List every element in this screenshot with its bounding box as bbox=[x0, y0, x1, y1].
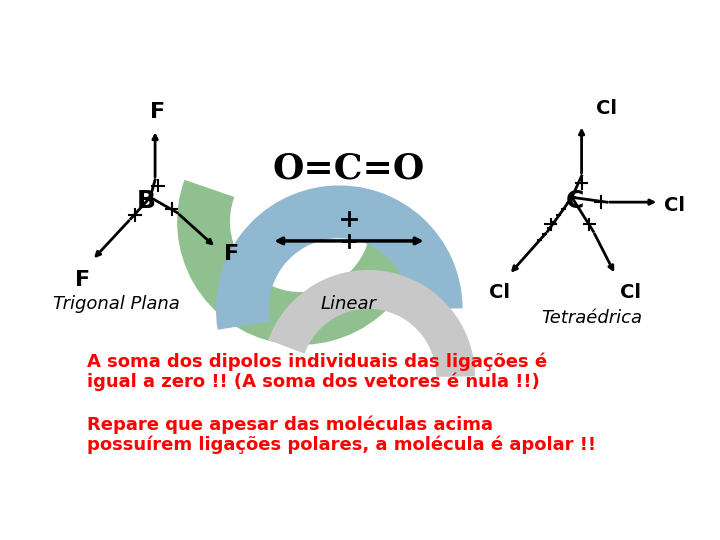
Text: Cl: Cl bbox=[489, 282, 510, 302]
Text: F: F bbox=[75, 270, 90, 290]
Text: Cl: Cl bbox=[621, 282, 642, 302]
Text: Cl: Cl bbox=[664, 195, 685, 214]
Text: B: B bbox=[137, 189, 156, 213]
Text: Trigonal Plana: Trigonal Plana bbox=[53, 295, 180, 313]
Text: F: F bbox=[224, 244, 239, 264]
Text: C: C bbox=[566, 189, 585, 213]
Text: F: F bbox=[150, 102, 166, 122]
Text: Linear: Linear bbox=[321, 295, 377, 313]
Text: Repare que apesar das moléculas acima: Repare que apesar das moléculas acima bbox=[87, 416, 493, 434]
Text: possuírem ligações polares, a molécula é apolar !!: possuírem ligações polares, a molécula é… bbox=[87, 435, 596, 454]
Text: Cl: Cl bbox=[596, 99, 617, 118]
Text: Tetraédrica: Tetraédrica bbox=[541, 309, 642, 327]
Text: igual a zero !! (A soma dos vetores é nula !!): igual a zero !! (A soma dos vetores é nu… bbox=[87, 372, 540, 391]
Text: A soma dos dipolos individuais das ligações é: A soma dos dipolos individuais das ligaç… bbox=[87, 353, 547, 372]
Text: O=C=O: O=C=O bbox=[273, 151, 425, 185]
